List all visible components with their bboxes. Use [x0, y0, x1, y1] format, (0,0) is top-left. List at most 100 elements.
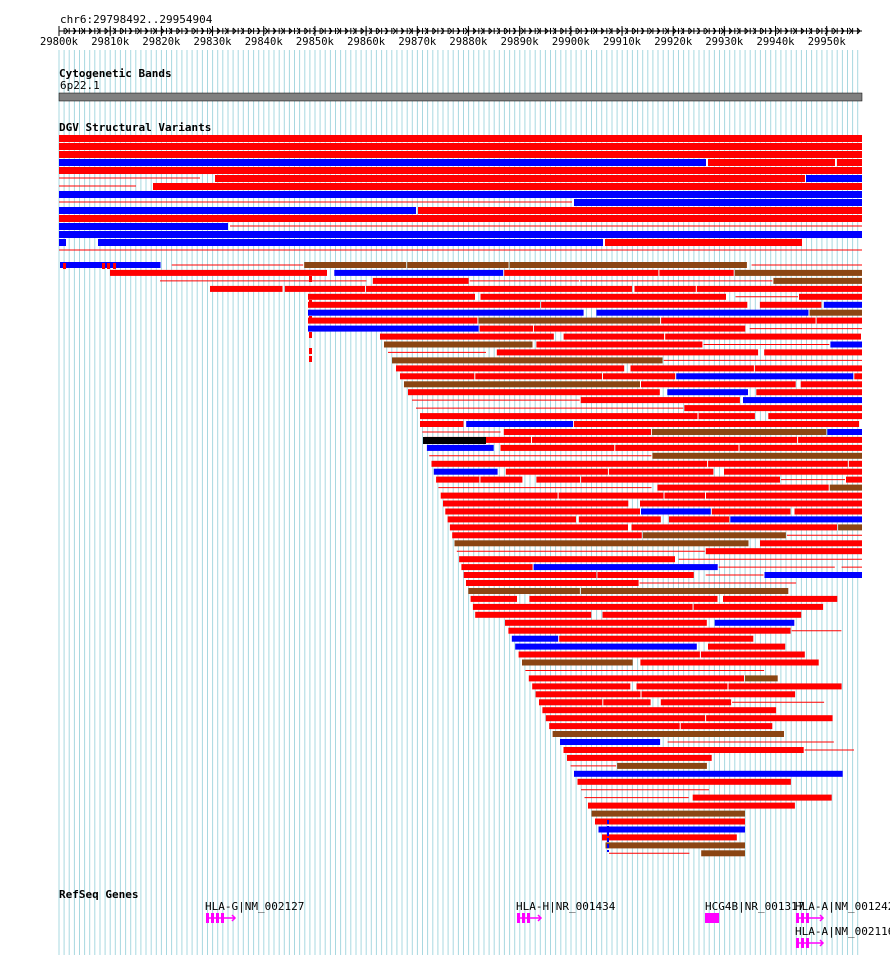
- sv-feature: [829, 484, 862, 491]
- sv-feature: [59, 223, 228, 230]
- ruler-arrow: [160, 27, 165, 35]
- sv-feature: [59, 135, 862, 142]
- sv-feature: [522, 659, 633, 666]
- sv-feature: [630, 365, 754, 372]
- ruler-arrow: [392, 27, 397, 35]
- sv-feature: [759, 301, 822, 308]
- ruler-arrow: [80, 27, 85, 35]
- sv-feature: [756, 389, 862, 396]
- sv-feature: [760, 540, 862, 547]
- sv-feature: [560, 739, 661, 745]
- sv-feature: [463, 572, 597, 578]
- ruler-arrow: [616, 27, 621, 35]
- ruler-arrow: [120, 27, 125, 35]
- gene-exon: [705, 913, 719, 923]
- sv-feature: [508, 627, 791, 634]
- sv-feature: [668, 516, 730, 523]
- sv-small-feature: [309, 276, 312, 282]
- gene-label-hla-h[interactable]: HLA-H|NR_001434: [516, 900, 616, 913]
- ruler-tick-label: 29810k: [91, 36, 130, 48]
- gene-strand-arrow: [819, 939, 825, 947]
- sv-feature: [581, 476, 780, 483]
- sv-feature: [535, 691, 641, 698]
- sv-feature: [59, 167, 862, 174]
- sv-feature: [603, 373, 676, 380]
- sv-feature: [800, 381, 862, 388]
- sv-feature: [563, 333, 665, 340]
- sv-feature: [745, 675, 778, 682]
- sv-feature: [696, 285, 862, 292]
- sv-feature: [470, 595, 517, 602]
- location-label: chr6:29798492..29954904: [60, 13, 213, 26]
- sv-feature: [640, 659, 819, 666]
- sv-feature: [500, 444, 615, 451]
- sv-small-feature: [309, 332, 312, 338]
- gene-label-hcg4b[interactable]: HCG4B|NR_001317: [705, 900, 805, 913]
- sv-feature: [768, 413, 862, 420]
- sv-feature: [59, 239, 66, 246]
- gene-strand-arrow: [537, 914, 543, 922]
- ruler-arrow: [384, 27, 389, 35]
- ruler-arrow: [248, 27, 253, 35]
- ruler-arrow: [520, 27, 525, 35]
- sv-feature: [366, 285, 633, 292]
- sv-feature: [511, 635, 559, 642]
- ruler-arrow: [312, 27, 317, 35]
- gene-label-hla-a-2[interactable]: HLA-A|NM_002116: [795, 925, 890, 938]
- sv-feature: [479, 325, 534, 332]
- sv-feature: [549, 723, 680, 730]
- ruler-arrow: [704, 27, 709, 35]
- gene-label-hla-a-1[interactable]: HLA-A|NM_0012427: [795, 900, 890, 913]
- sv-feature: [308, 293, 475, 300]
- sv-feature: [420, 413, 698, 420]
- sv-feature: [392, 357, 663, 364]
- ruler-arrow: [368, 27, 373, 35]
- sv-feature: [641, 691, 796, 698]
- sv-feature: [705, 548, 862, 555]
- sv-feature: [708, 460, 848, 467]
- sv-feature: [798, 436, 862, 443]
- sv-feature: [284, 285, 365, 292]
- sv-feature: [577, 778, 791, 785]
- sv-feature: [567, 754, 712, 761]
- sv-feature: [459, 556, 675, 563]
- sv-feature: [657, 484, 829, 491]
- sv-feature: [59, 143, 862, 150]
- sv-feature: [667, 389, 748, 396]
- sv-feature: [408, 389, 660, 396]
- ruler-tick-label: 29830k: [194, 36, 233, 48]
- sv-feature: [534, 325, 746, 332]
- ruler-tick-label: 29900k: [552, 36, 591, 48]
- sv-feature: [447, 516, 576, 523]
- ruler-arrow: [256, 27, 261, 35]
- ruler-arrow: [800, 27, 805, 35]
- sv-feature: [452, 532, 642, 539]
- sv-feature: [724, 468, 862, 475]
- sv-feature: [684, 405, 862, 412]
- sv-feature: [693, 603, 824, 610]
- sv-feature: [480, 476, 523, 483]
- sv-feature: [400, 373, 475, 380]
- sv-feature: [436, 476, 480, 483]
- sv-feature: [440, 492, 558, 499]
- ruler-arrow: [768, 27, 773, 35]
- ruler-arrow: [440, 27, 445, 35]
- sv-feature: [308, 309, 584, 316]
- ruler-arrow: [752, 27, 757, 35]
- ruler-arrow: [648, 27, 653, 35]
- ruler-arrow: [240, 27, 245, 35]
- sv-feature: [528, 675, 744, 682]
- sv-feature: [334, 269, 504, 276]
- sv-feature: [728, 683, 842, 690]
- sv-feature: [468, 588, 580, 594]
- sv-feature: [764, 572, 862, 578]
- gene-label-hla-g[interactable]: HLA-G|NM_002127: [205, 900, 305, 913]
- ruler-arrow: [832, 27, 837, 35]
- sv-feature: [505, 619, 707, 626]
- sv-feature: [605, 842, 745, 849]
- sv-feature: [730, 516, 862, 523]
- sv-feature: [723, 595, 838, 602]
- sv-feature: [532, 683, 631, 690]
- sv-feature: [615, 444, 739, 451]
